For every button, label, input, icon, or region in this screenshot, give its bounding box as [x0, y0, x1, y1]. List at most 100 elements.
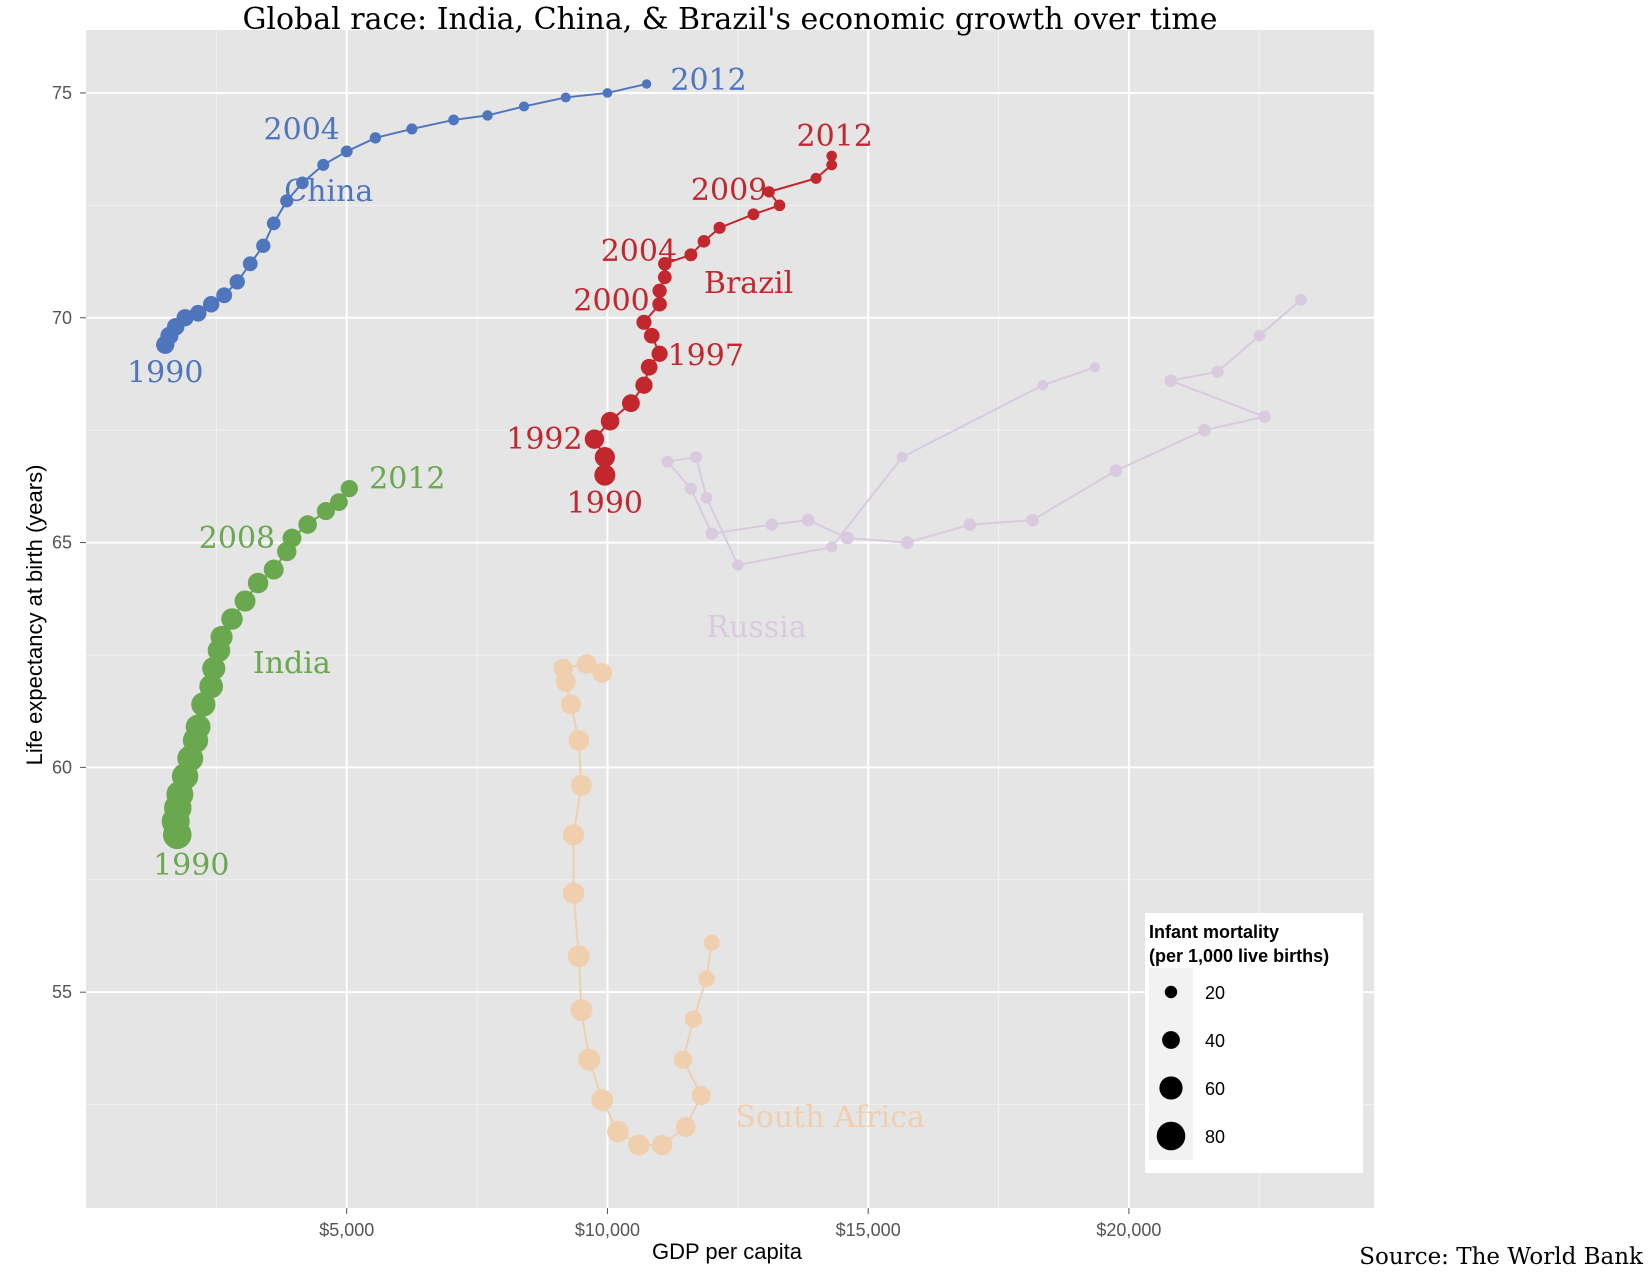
data-point-china [266, 216, 281, 231]
data-point-russia [1089, 362, 1101, 373]
data-point-china [482, 110, 493, 121]
data-point-brazil [773, 199, 786, 212]
data-point-brazil [652, 296, 667, 312]
data-point-brazil [635, 376, 653, 394]
data-point-india [191, 692, 216, 717]
series-label-brazil: Brazil [704, 266, 793, 301]
data-point-brazil [643, 327, 660, 344]
data-point-china [448, 114, 460, 126]
data-point-south-africa [651, 1134, 673, 1156]
data-point-brazil [594, 464, 616, 486]
data-point-south-africa [691, 1086, 711, 1106]
y-tick-label: 55 [52, 982, 72, 1002]
legend-entry-label: 80 [1205, 1127, 1225, 1147]
data-point-china [216, 287, 233, 304]
data-point-south-africa [703, 934, 720, 951]
data-point-south-africa [560, 694, 582, 715]
data-point-china [560, 92, 571, 103]
data-point-brazil [651, 345, 668, 362]
year-label-china: 2012 [670, 63, 746, 98]
data-point-russia [1109, 464, 1123, 477]
data-point-russia [661, 455, 674, 468]
data-point-brazil [594, 447, 615, 468]
data-point-south-africa [698, 970, 715, 987]
y-tick-label: 75 [52, 83, 72, 103]
data-point-russia [765, 518, 778, 531]
data-point-china [317, 158, 330, 171]
data-point-india [340, 479, 358, 498]
data-point-south-africa [562, 824, 585, 846]
series-india [161, 479, 358, 850]
data-point-china [176, 309, 194, 327]
axes: $5,000 $10,000 $15,000 $20,000 55 60 65 70 75 [52, 83, 1161, 1240]
data-point-brazil [584, 429, 605, 449]
legend-subtitle: (per 1,000 live births) [1149, 946, 1329, 966]
data-point-south-africa [675, 1117, 696, 1138]
source-note: Source: The World Bank [1359, 1244, 1644, 1270]
legend-entry-label: 40 [1205, 1031, 1225, 1051]
data-point-russia [1164, 374, 1177, 387]
data-point-russia [1198, 423, 1211, 437]
data-point-russia [1037, 379, 1049, 391]
grid [86, 30, 1374, 1208]
data-point-russia [826, 541, 838, 553]
data-point-south-africa [576, 654, 597, 674]
data-point-india [263, 559, 284, 580]
data-point-south-africa [684, 1010, 703, 1028]
data-point-south-africa [555, 671, 576, 692]
data-point-china [242, 256, 258, 272]
year-label-brazil: 2012 [797, 119, 873, 154]
year-label-china: 2004 [264, 112, 340, 147]
data-point-china [229, 274, 245, 290]
annotation-layer: 2012 2004 1990 China 2012 2009 2004 2000 1997 199… [127, 63, 925, 1135]
data-point-china [340, 145, 353, 158]
data-point-brazil [657, 270, 672, 285]
data-point-india [221, 608, 243, 630]
data-point-china [369, 132, 382, 144]
data-point-brazil [636, 314, 652, 330]
series-label-south-africa: South Africa [735, 1100, 925, 1135]
data-point-india [330, 493, 348, 511]
data-point-russia [963, 518, 977, 531]
data-point-brazil [713, 221, 726, 234]
data-point-brazil [810, 172, 822, 184]
data-point-china [296, 176, 309, 190]
data-point-russia [690, 451, 703, 464]
data-point-india [234, 590, 256, 612]
x-tick-label: $10,000 [575, 1220, 640, 1240]
series-line-south-africa [561, 662, 713, 1147]
data-point-brazil [658, 257, 672, 271]
legend-key-circle [1164, 985, 1178, 999]
year-label-china: 1990 [127, 356, 203, 391]
data-point-south-africa [570, 999, 593, 1022]
data-point-india [210, 625, 233, 649]
data-point-india [202, 656, 226, 681]
data-point-russia [705, 527, 718, 540]
data-point-china [518, 101, 530, 112]
data-point-india [199, 674, 224, 699]
data-point-brazil [826, 159, 838, 171]
year-label-india: 2008 [199, 521, 275, 556]
data-point-india [316, 502, 335, 521]
year-label-brazil: 1992 [506, 422, 582, 457]
data-point-brazil [763, 186, 775, 198]
data-point-russia [1253, 329, 1266, 342]
series-south-africa [553, 654, 720, 1156]
data-point-brazil [747, 208, 760, 221]
x-tick-label: $20,000 [1096, 1220, 1161, 1240]
data-point-russia [1258, 410, 1271, 423]
data-point-india [282, 528, 302, 548]
data-point-china [406, 123, 418, 135]
data-point-south-africa [562, 882, 585, 905]
y-tick-label: 60 [52, 757, 72, 777]
data-point-brazil [684, 248, 698, 262]
y-tick-label: 65 [52, 533, 72, 553]
data-point-india [298, 515, 317, 534]
y-axis-title: Life expectancy at birth (years) [22, 465, 47, 766]
year-label-brazil: 2004 [601, 234, 677, 269]
x-tick-label: $5,000 [319, 1220, 374, 1240]
legend: Infant mortality (per 1,000 live births) 2… [1145, 913, 1363, 1173]
data-point-india [185, 714, 211, 740]
data-point-russia [732, 559, 744, 571]
